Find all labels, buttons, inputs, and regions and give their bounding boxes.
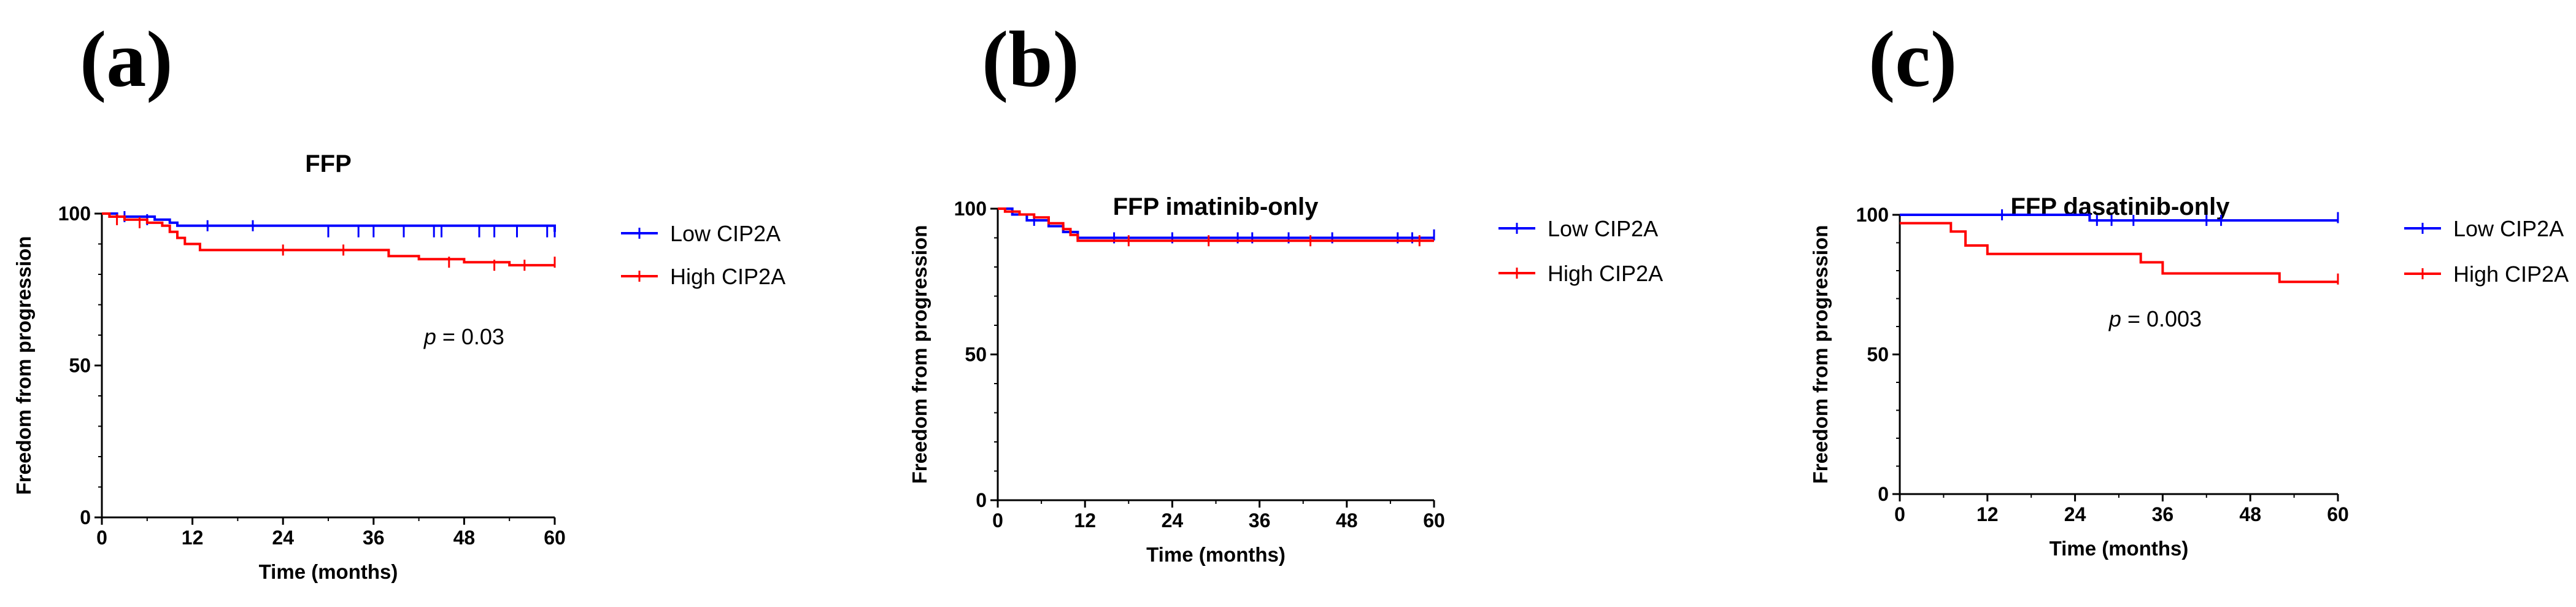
panel-b-x-tick-label: 12 <box>1074 509 1096 532</box>
panel-b-series-high-cip2a-legend-label: High CIP2A <box>1548 261 1663 286</box>
panel-c-x-tick-label: 12 <box>1976 503 1999 525</box>
panel-b-x-tick-label: 0 <box>992 509 1003 532</box>
panel-a-p-value: p = 0.03 <box>423 324 504 349</box>
panel-b-title: FFP imatinib-only <box>1113 193 1319 220</box>
panel-a-y-axis-label: Freedom from progression <box>12 236 35 495</box>
panel-c-y-axis-label: Freedom from progression <box>1809 225 1832 484</box>
panel-a-label: (a) <box>80 15 173 104</box>
panel-a-y-tick-label: 0 <box>80 506 91 528</box>
panel-c-p-value-text: = 0.003 <box>2121 306 2202 331</box>
panel-c-y-tick-label: 50 <box>1867 344 1889 366</box>
panel-b-series-high-cip2a-line <box>998 207 1434 242</box>
panel-c-x-tick-label: 24 <box>2064 503 2086 525</box>
panel-b-series-low-cip2a-legend-label: Low CIP2A <box>1548 216 1658 241</box>
panel-c-p-value-symbol: p <box>2108 306 2121 331</box>
panel-a-x-axis-label: Time (months) <box>259 560 398 583</box>
panel-a-x-tick-label: 36 <box>363 527 385 549</box>
panel-a-x-tick-label: 12 <box>182 527 204 549</box>
panel-a-x-tick-label: 48 <box>453 527 476 549</box>
panel-b-x-tick-label: 36 <box>1249 509 1271 532</box>
panel-c-p-value: p = 0.003 <box>2108 306 2202 331</box>
panel-c-y-tick-label: 100 <box>1856 204 1889 226</box>
panel-b-y-tick-label: 50 <box>965 344 987 366</box>
panel-a-series-high-cip2a-legend-label: High CIP2A <box>670 264 785 289</box>
panel-b-x-tick-label: 60 <box>1423 509 1445 532</box>
panel-c-title: FFP dasatinib-only <box>2010 193 2230 220</box>
panel-a-y-tick-label: 50 <box>69 355 91 377</box>
panel-a-title: FFP <box>305 150 352 177</box>
panel-c-series-high-cip2a-legend-label: High CIP2A <box>2453 261 2569 287</box>
panel-a-series-low-cip2a-legend-label: Low CIP2A <box>670 221 781 246</box>
panel-a-x-tick-label: 0 <box>96 527 107 549</box>
panel-c-y-tick-label: 0 <box>1878 483 1889 505</box>
panel-c-label: (c) <box>1868 15 1957 104</box>
panel-b-y-tick-label: 100 <box>954 198 987 220</box>
panel-a-p-value-symbol: p <box>423 324 436 349</box>
panel-b-label: (b) <box>982 15 1079 104</box>
panel-c-series-low-cip2a-line <box>1900 214 2338 222</box>
panel-a-series-high-cip2a-line <box>102 212 555 267</box>
panel-a-x-tick-label: 24 <box>272 527 294 549</box>
panel-c-x-tick-label: 60 <box>2327 503 2349 525</box>
panel-c-x-tick-label: 48 <box>2239 503 2261 525</box>
panel-a-p-value-text: = 0.03 <box>436 324 504 349</box>
panel-b-x-tick-label: 24 <box>1162 509 1184 532</box>
panel-b-x-axis-label: Time (months) <box>1146 543 1286 566</box>
panel-a-y-tick-label: 100 <box>58 203 91 225</box>
panel-c-x-axis-label: Time (months) <box>2050 537 2189 560</box>
panel-b-y-axis-label: Freedom from progression <box>908 225 931 484</box>
panel-c-series-low-cip2a-legend-label: Low CIP2A <box>2453 216 2564 241</box>
panel-b-y-tick-label: 0 <box>976 489 987 511</box>
panel-c-x-tick-label: 36 <box>2152 503 2174 525</box>
panel-b-x-tick-label: 48 <box>1336 509 1358 532</box>
panel-c-series-high-cip2a-line <box>1900 222 2338 284</box>
panel-c-x-tick-label: 0 <box>1894 503 1905 525</box>
panel-a-x-tick-label: 60 <box>544 527 566 549</box>
